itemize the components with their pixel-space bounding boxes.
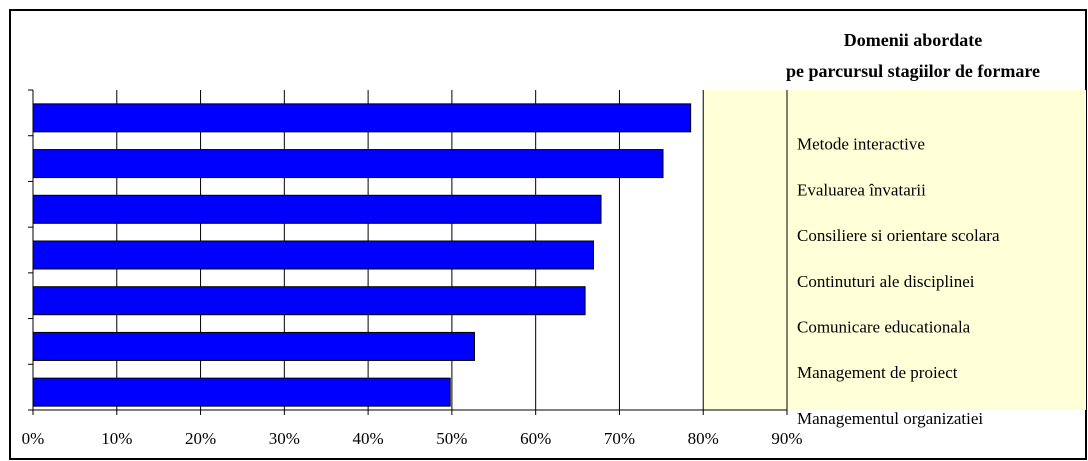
- category-label: Management de proiect: [797, 363, 958, 382]
- chart-title: Domenii abordate: [844, 30, 983, 50]
- bar: [32, 103, 692, 133]
- x-tick-label: 30%: [269, 429, 300, 448]
- plot-background: [703, 90, 1086, 410]
- x-tick-label: 10%: [101, 429, 132, 448]
- category-label: Managementul organizatiei: [797, 409, 983, 428]
- category-label: Consiliere si orientare scolara: [797, 226, 1000, 245]
- x-tick-label: 0%: [22, 429, 45, 448]
- x-tick-label: 70%: [604, 429, 635, 448]
- x-tick-label: 60%: [520, 429, 551, 448]
- bar: [32, 377, 451, 407]
- bar: [32, 286, 586, 316]
- x-tick-label: 40%: [353, 429, 384, 448]
- bar: [32, 240, 594, 270]
- x-tick-label: 20%: [185, 429, 216, 448]
- bar: [32, 194, 602, 224]
- category-label: Continuturi ale disciplinei: [797, 272, 975, 291]
- bar: [32, 149, 664, 179]
- x-tick-label: 90%: [771, 429, 802, 448]
- category-label: Metode interactive: [797, 135, 925, 154]
- x-tick-label: 50%: [436, 429, 467, 448]
- category-label: Evaluarea învatarii: [797, 180, 926, 199]
- x-tick-label: 80%: [688, 429, 719, 448]
- category-label: Comunicare educationala: [797, 317, 971, 336]
- chart-title: pe parcursul stagiilor de formare: [786, 61, 1040, 81]
- bar: [32, 331, 476, 361]
